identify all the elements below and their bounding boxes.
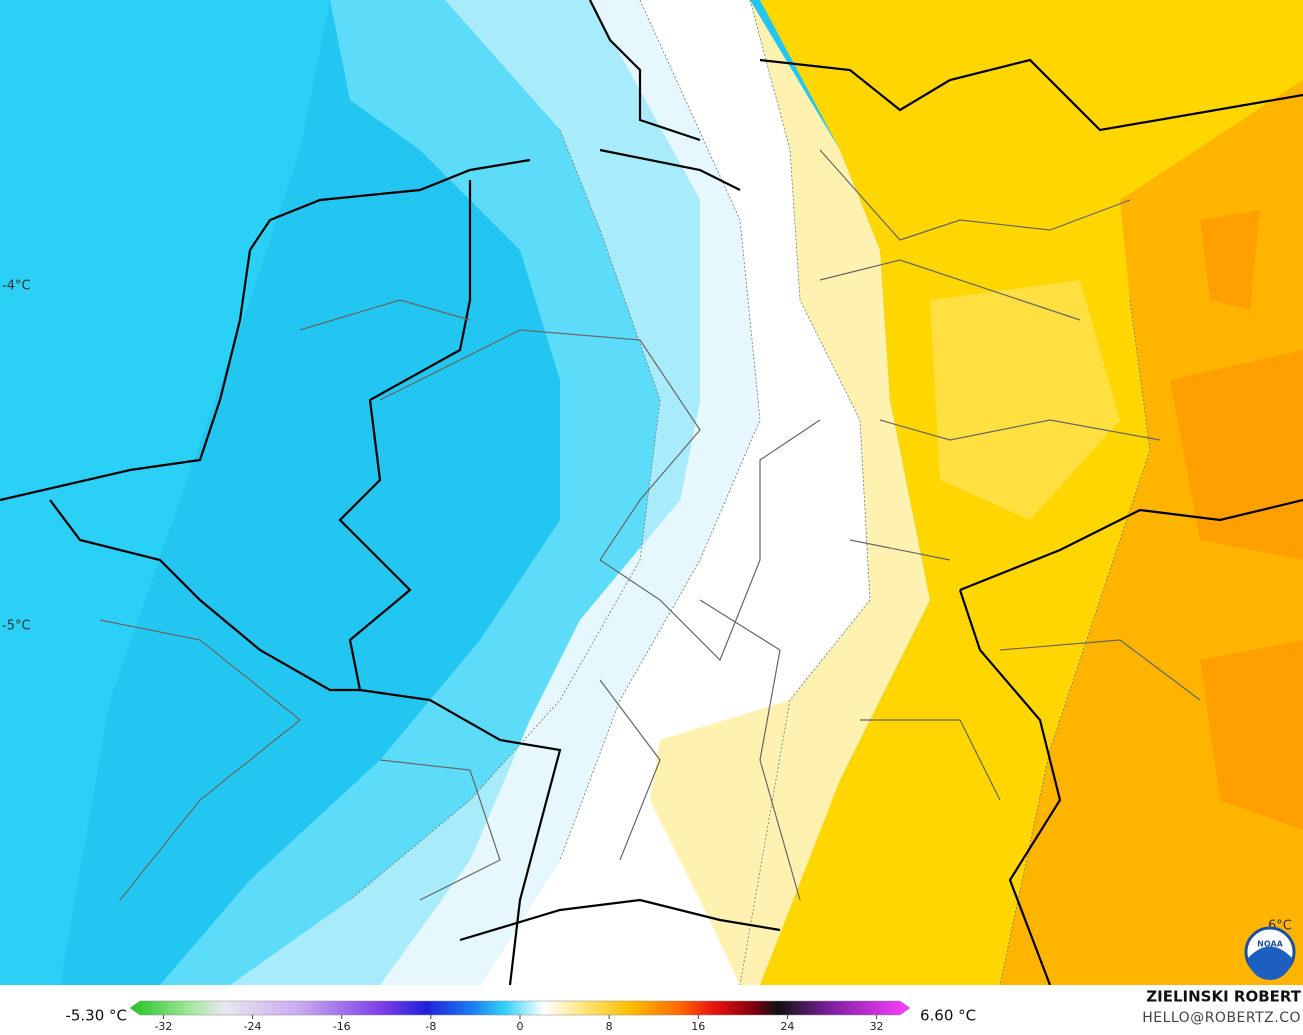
- colorbar-scale: [129, 1000, 911, 1016]
- colorbar: -5.30 °C 6.60 °C -32 -24 -16 -8 0 8 16 24 32: [65, 1000, 976, 1033]
- colorbar-tick-label: 0: [517, 1020, 524, 1033]
- contour-label: -4°C: [2, 279, 31, 294]
- noaa-logo: NOAA: [1244, 926, 1296, 980]
- colorbar-min: -5.30 °C: [65, 1007, 127, 1025]
- colorbar-tick-label: 16: [691, 1020, 705, 1033]
- colorbar-tick-label: -32: [154, 1020, 172, 1033]
- colorbar-tick-label: -24: [244, 1020, 262, 1033]
- colorbar-tick-label: 24: [780, 1020, 794, 1033]
- colorbar-tick-label: -8: [425, 1020, 436, 1033]
- colorbar-tick-label: 8: [606, 1020, 613, 1033]
- credit-name: ZIELINSKI ROBERT: [1146, 988, 1301, 1006]
- credit-email: HELLO@ROBERTZ.CO: [1142, 1010, 1301, 1026]
- logo-text: NOAA: [1257, 940, 1283, 949]
- colorbar-tick-label: 32: [870, 1020, 884, 1033]
- temperature-field: [0, 0, 1303, 986]
- contour-label: -5°C: [2, 619, 31, 634]
- colorbar-max: 6.60 °C: [920, 1007, 976, 1025]
- borders: [0, 0, 1303, 986]
- colorbar-tick-label: -16: [333, 1020, 351, 1033]
